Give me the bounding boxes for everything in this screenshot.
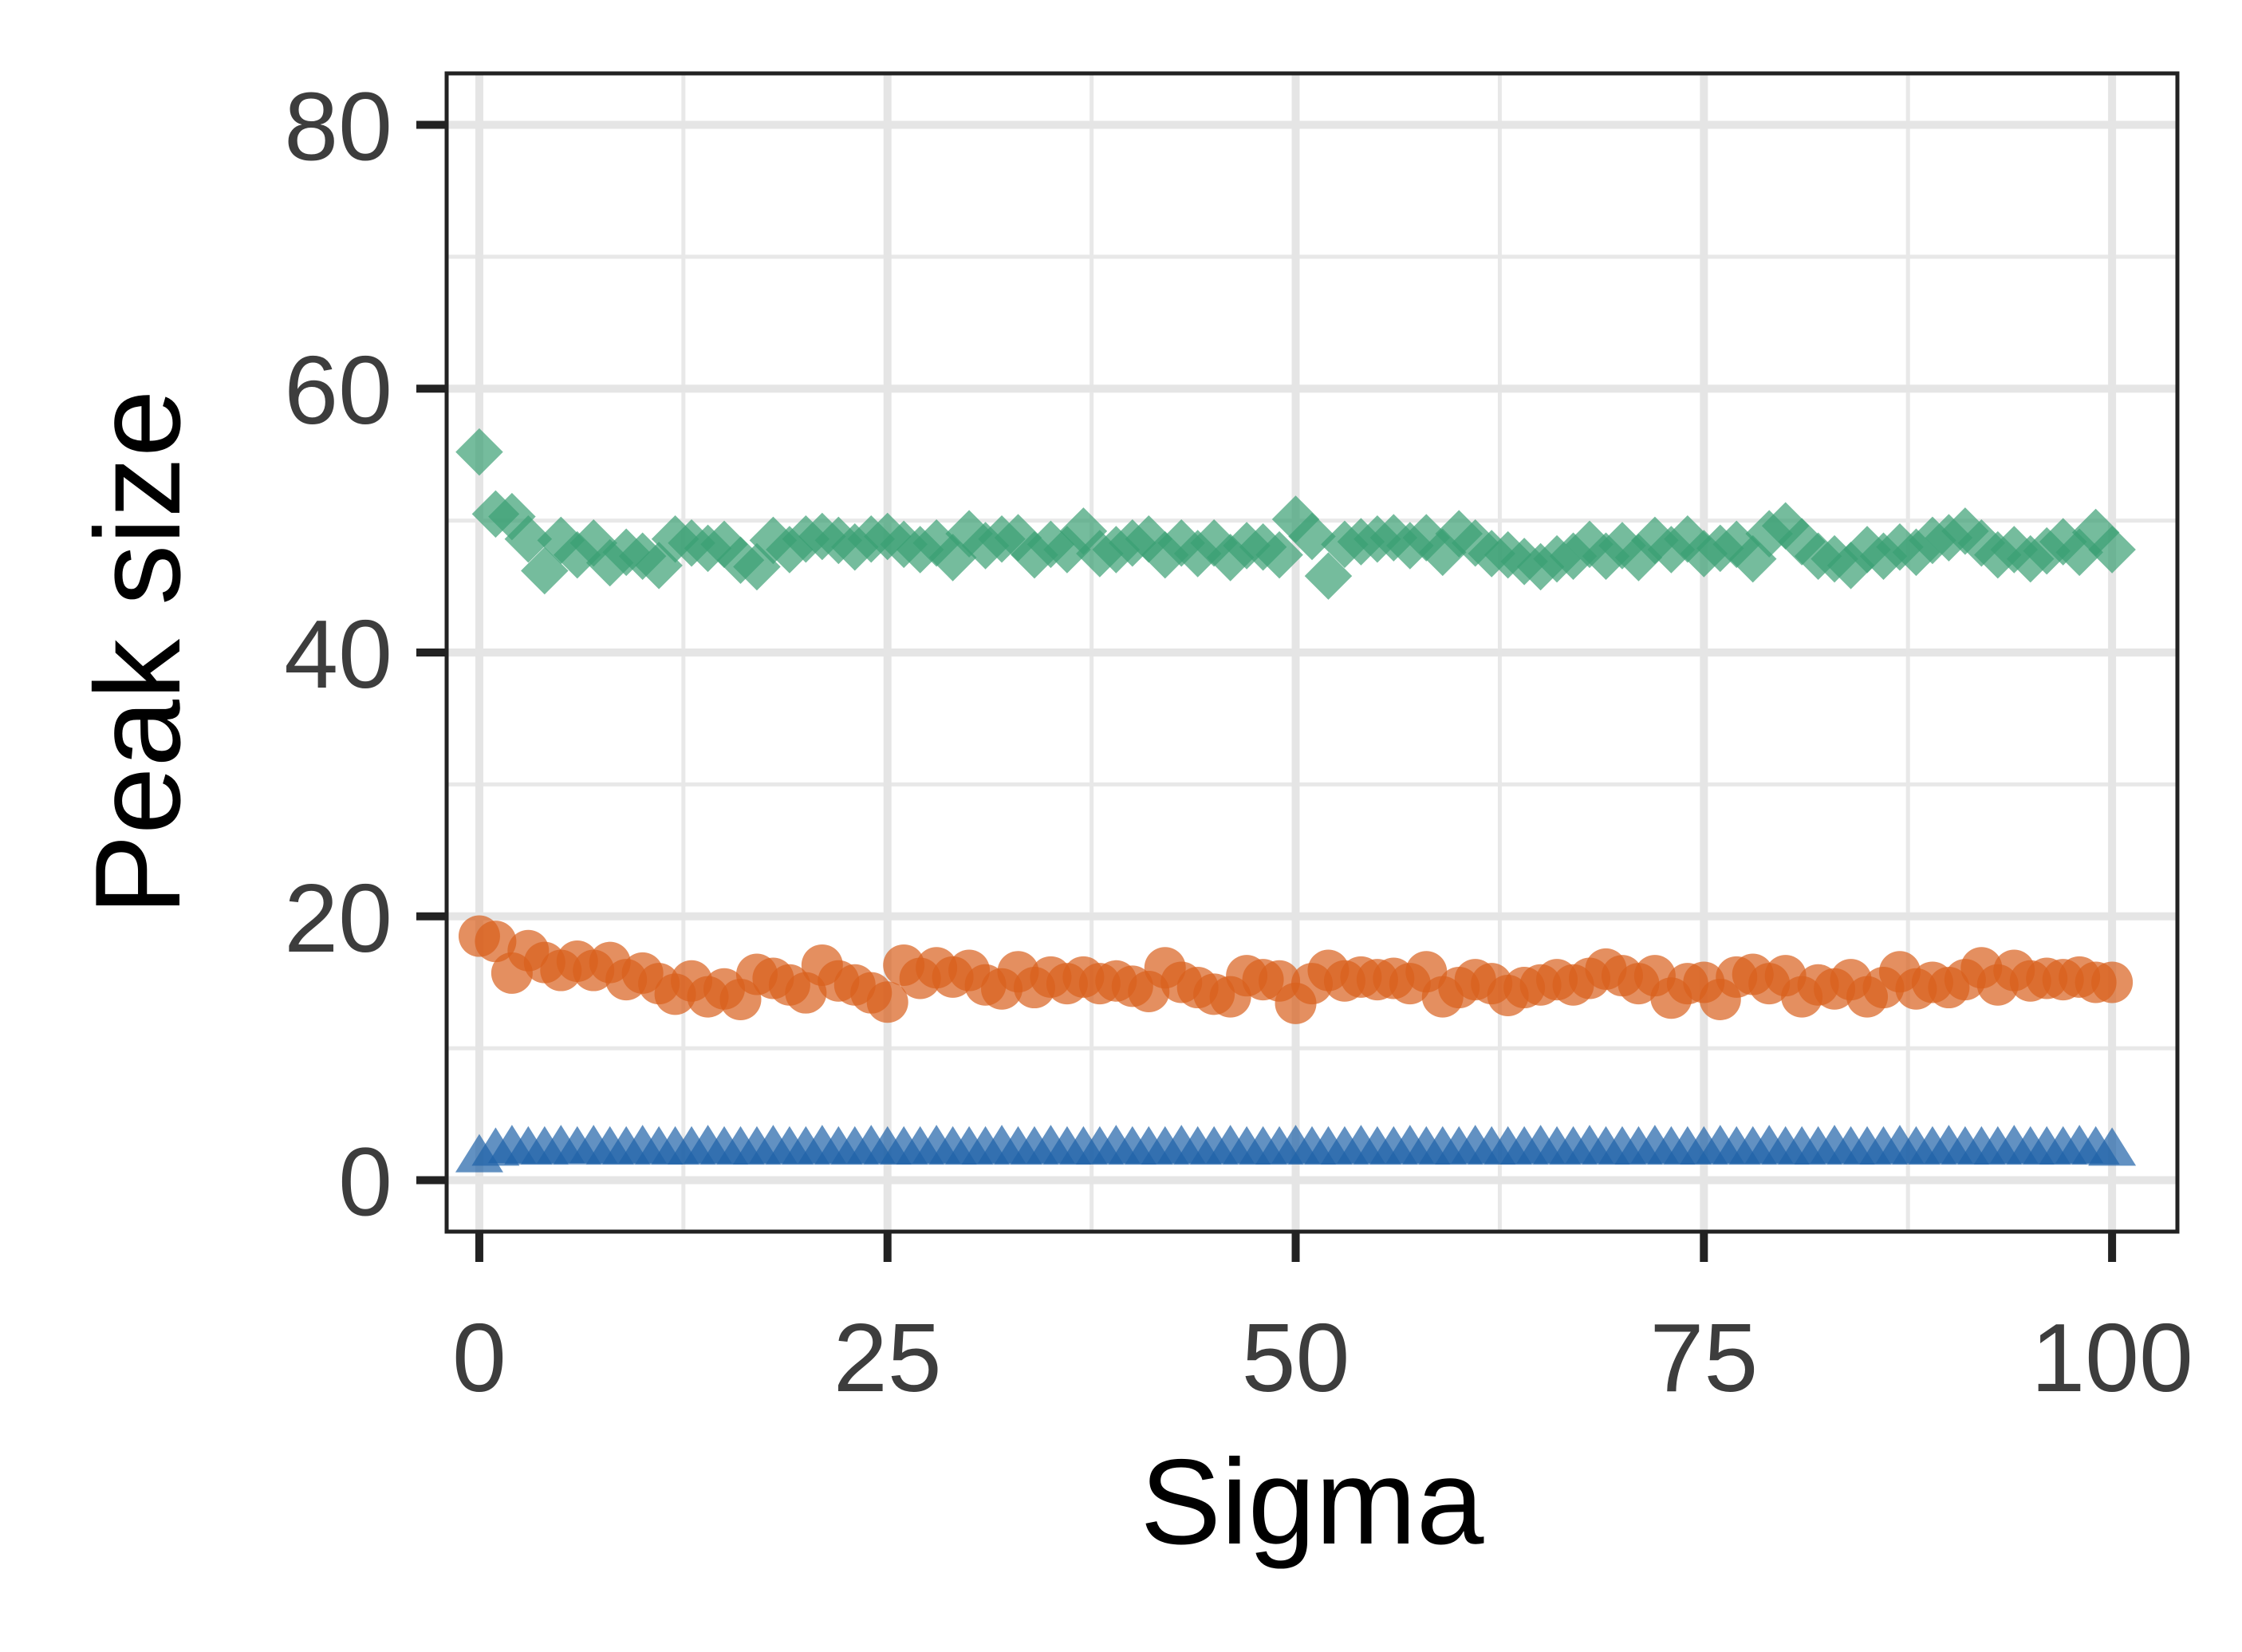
y-tick-label: 20 [284,864,392,972]
data-point-diamond [1859,532,1908,581]
x-tick-label: 25 [833,1303,942,1412]
data-point-circle [866,981,908,1023]
x-tick-label: 0 [452,1303,506,1412]
grid-major [447,73,2177,1232]
x-tick-label: 75 [1649,1303,1758,1412]
series-triangle [455,1125,2137,1173]
data-point-diamond [2006,534,2055,583]
data-point-diamond [1892,528,1941,577]
y-tick-label: 60 [284,336,392,444]
data-point-circle [475,921,517,963]
y-axis-title: Peak size [70,390,206,916]
data-point-triangle [2088,1127,2137,1166]
data-point-diamond [2088,526,2136,574]
data-point-diamond [1304,552,1353,600]
data-point-diamond [1288,512,1336,561]
x-axis-title: Sigma [1141,1434,1484,1570]
data-point-diamond [455,428,503,476]
data-point-diamond [1957,518,2006,567]
data-point-diamond [2039,518,2087,566]
series-circle [458,915,2134,1024]
data-point-diamond [1598,522,1646,570]
data-point-diamond [1941,507,1989,555]
axis-ticks [416,120,2117,1262]
data-point-diamond [1990,526,2039,574]
x-tick-label: 50 [1242,1303,1350,1412]
data-point-circle [2091,961,2134,1003]
y-tick-label: 80 [284,72,392,180]
data-point-diamond [1826,542,1875,589]
x-tick-label: 100 [2031,1303,2193,1412]
series-diamond [455,428,2136,600]
data-point-diamond [504,515,553,563]
data-point-diamond [2023,526,2071,575]
y-tick-label: 0 [338,1128,392,1236]
data-points [455,428,2137,1173]
tick-labels: 0 25 50 75 100 0 20 40 60 80 [284,72,2193,1412]
y-tick-label: 40 [284,600,392,708]
data-point-diamond [1255,530,1303,579]
